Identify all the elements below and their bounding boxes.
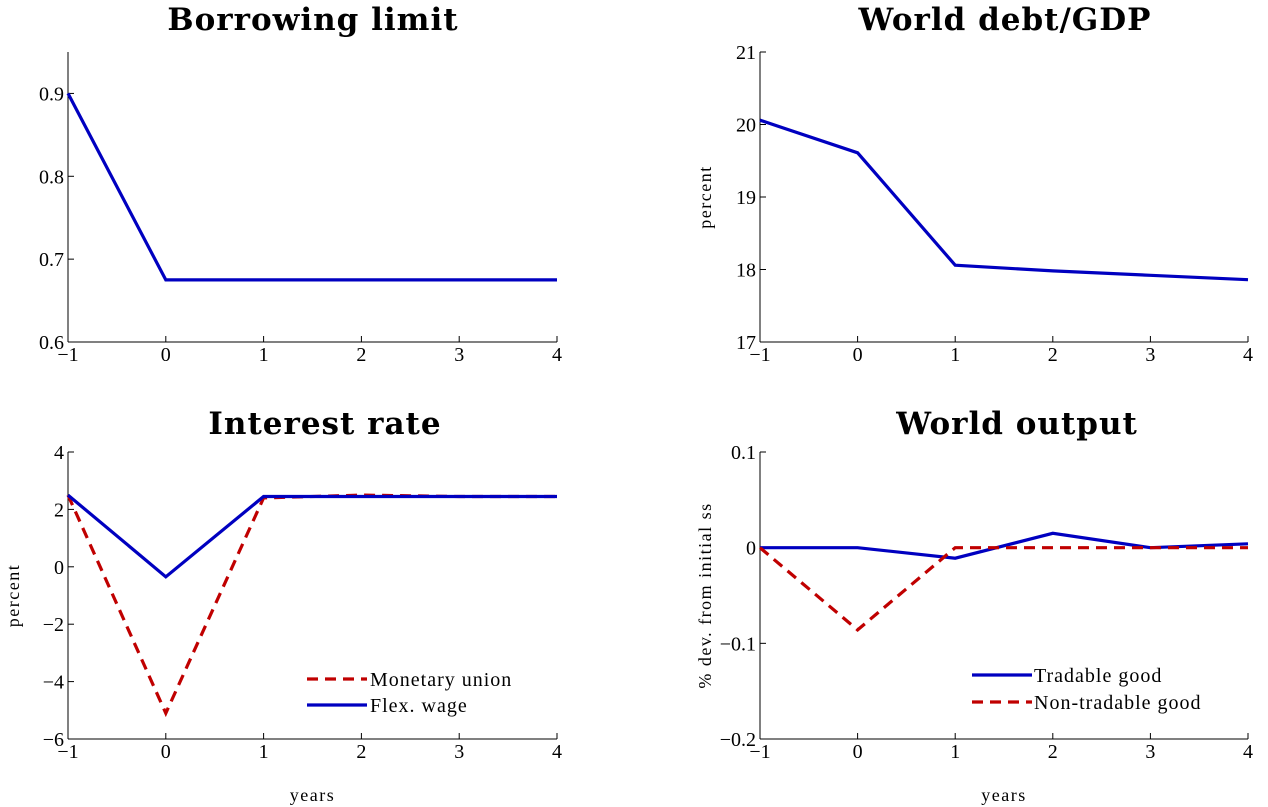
x-tick-label: −1 — [57, 344, 78, 366]
y-tick-label: −4 — [43, 672, 64, 694]
x-tick-label: 3 — [1145, 344, 1155, 366]
series-line-0 — [759, 118, 1249, 282]
x-tick-label: 1 — [950, 741, 960, 763]
y-tick-label: 0.6 — [39, 332, 64, 354]
y-axis-label: percent — [695, 165, 715, 228]
x-tick-label: 0 — [161, 344, 171, 366]
series-line-0 — [66, 92, 557, 282]
x-tick-label: −1 — [57, 741, 78, 763]
y-axis-label: % dev. from initial ss — [695, 502, 715, 688]
x-tick-label: 3 — [1145, 741, 1155, 763]
y-tick-label: 0 — [54, 557, 64, 579]
series-line-1 — [66, 493, 557, 579]
legend-label: Non-tradable good — [1034, 692, 1202, 714]
chart-panel-3: World output −1 0 1 2 3 4 −0.2 −0.1 0 0.1 % dev. fr… — [695, 406, 1253, 805]
x-tick-label: −1 — [749, 344, 770, 366]
y-tick-label: −0.2 — [720, 729, 756, 751]
x-tick-label: 1 — [259, 741, 269, 763]
x-tick-label: 4 — [552, 741, 562, 763]
x-tick-label: 0 — [161, 741, 171, 763]
x-tick-label: 1 — [950, 344, 960, 366]
y-tick-label: −0.1 — [720, 633, 756, 655]
series-line-1 — [758, 546, 1248, 632]
x-tick-label: 4 — [1243, 741, 1253, 763]
chart-panel-0: Borrowing limit −1 0 1 2 3 4 0.6 0.7 0.8 0.9 — [39, 2, 562, 366]
series-line-0 — [760, 531, 1249, 560]
y-tick-label: 0.1 — [731, 442, 756, 464]
y-tick-label: 20 — [736, 115, 756, 137]
legend-label: Tradable good — [1034, 665, 1162, 687]
x-axis-label: years — [981, 785, 1026, 805]
chart-panel-1: World debt/GDP −1 0 1 2 3 4 17 18 19 20 21 percent — [695, 2, 1253, 366]
y-axis-label: percent — [3, 564, 23, 627]
x-axis-label: years — [290, 785, 335, 805]
y-tick-label: 0.8 — [39, 166, 64, 188]
x-tick-label: 4 — [1243, 344, 1253, 366]
legend-label: Monetary union — [370, 669, 512, 691]
x-tick-label: 1 — [259, 344, 269, 366]
y-tick-label: 0.7 — [39, 249, 64, 271]
x-tick-label: 4 — [552, 344, 562, 366]
y-tick-label: 4 — [54, 442, 64, 464]
x-tick-label: 2 — [1048, 344, 1058, 366]
x-tick-label: 0 — [853, 741, 863, 763]
chart-title: World debt/GDP — [858, 2, 1152, 38]
y-tick-label: 2 — [54, 499, 64, 521]
chart-panel-2: Interest rate −1 0 1 2 3 4 −6 −4 −2 0 2 4 percent year… — [3, 406, 562, 805]
x-tick-label: 2 — [356, 344, 366, 366]
x-tick-label: 3 — [454, 741, 464, 763]
chart-title: World output — [895, 406, 1138, 442]
x-tick-label: 2 — [356, 741, 366, 763]
chart-title: Borrowing limit — [167, 2, 458, 38]
chart-title: Interest rate — [208, 406, 441, 442]
y-tick-label: 0.9 — [39, 83, 64, 105]
x-tick-label: 2 — [1048, 741, 1058, 763]
x-tick-label: −1 — [749, 741, 770, 763]
y-tick-label: 21 — [736, 42, 756, 64]
x-tick-label: 0 — [853, 344, 863, 366]
legend-label: Flex. wage — [370, 695, 468, 717]
y-tick-label: −2 — [43, 614, 64, 636]
y-tick-label: 0 — [746, 538, 756, 560]
y-tick-label: 18 — [736, 260, 756, 282]
y-tick-label: 19 — [736, 187, 756, 209]
x-tick-label: 3 — [454, 344, 464, 366]
y-tick-label: 17 — [736, 332, 756, 354]
y-tick-label: −6 — [43, 729, 64, 751]
